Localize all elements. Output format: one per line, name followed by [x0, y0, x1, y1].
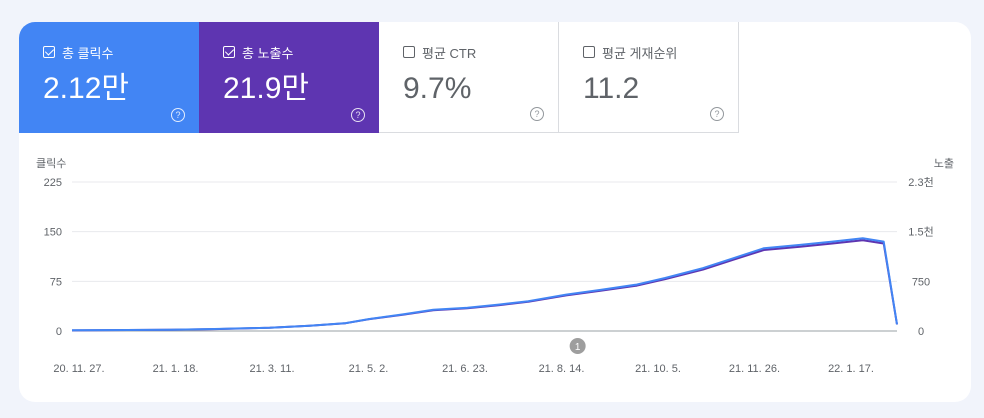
help-icon[interactable]: ? — [530, 107, 544, 121]
metric-total-clicks[interactable]: 총 클릭수 2.12만 ? — [19, 22, 199, 133]
help-icon[interactable]: ? — [171, 108, 185, 122]
x-tick-label: 22. 1. 17. — [828, 363, 874, 375]
yright-tick-label: 0 — [918, 326, 924, 338]
annotation-marker[interactable] — [569, 338, 586, 354]
x-tick-label: 21. 8. 14. — [539, 363, 585, 375]
yleft-tick-label: 225 — [44, 177, 62, 189]
checkbox-checked-icon[interactable] — [43, 46, 55, 58]
checkbox-unchecked-icon[interactable] — [403, 46, 415, 58]
x-tick-label: 20. 11. 27. — [53, 363, 104, 375]
yright-tick-label: 1.5천 — [908, 225, 933, 239]
yleft-axis-label: 클릭수 — [36, 157, 66, 170]
metric-label: 총 노출수 — [242, 45, 294, 61]
yleft-tick-label: 0 — [56, 326, 62, 338]
metric-average-ctr[interactable]: 평균 CTR 9.7% ? — [379, 22, 559, 133]
x-tick-label: 21. 6. 23. — [442, 363, 488, 375]
checkbox-unchecked-icon[interactable] — [583, 46, 595, 58]
yleft-tick-label: 75 — [50, 276, 62, 288]
performance-chart[interactable]: 클릭수 노출 0 0 75 750 150 1.5천 225 2.3천 20. 11. 27. 2… — [19, 22, 971, 402]
yright-axis-label: 노출 — [934, 157, 954, 170]
metric-label: 평균 게재순위 — [602, 45, 678, 61]
yright-tick-label: 2.3천 — [908, 175, 933, 189]
metric-value: 2.12만 — [43, 72, 129, 105]
annotation-label: 1 — [575, 342, 581, 353]
yleft-tick-label: 150 — [44, 227, 62, 239]
metric-value: 11.2 — [583, 72, 640, 105]
clicks-series-line[interactable] — [71, 237, 898, 332]
metric-total-impressions[interactable]: 총 노출수 21.9만 ? — [199, 22, 379, 133]
help-icon[interactable]: ? — [710, 107, 724, 121]
yright-tick-label: 750 — [912, 276, 930, 288]
metric-label: 총 클릭수 — [62, 45, 114, 61]
help-icon[interactable]: ? — [351, 108, 365, 122]
metric-value: 21.9만 — [223, 72, 309, 105]
impressions-series-line[interactable] — [71, 239, 898, 332]
x-tick-label: 21. 11. 26. — [729, 363, 780, 375]
x-tick-label: 21. 10. 5. — [635, 363, 681, 375]
x-tick-label: 21. 3. 11. — [249, 363, 294, 375]
metric-value: 9.7% — [403, 72, 472, 105]
checkbox-checked-icon[interactable] — [223, 46, 235, 58]
x-tick-label: 21. 5. 2. — [349, 363, 389, 375]
performance-card: 총 클릭수 2.12만 ? 총 노출수 21.9만 ? 평균 CTR 9.7% … — [19, 22, 971, 402]
x-tick-label: 21. 1. 18. — [153, 363, 199, 375]
metric-average-position[interactable]: 평균 게재순위 11.2 ? — [559, 22, 739, 133]
metric-label: 평균 CTR — [422, 45, 477, 61]
